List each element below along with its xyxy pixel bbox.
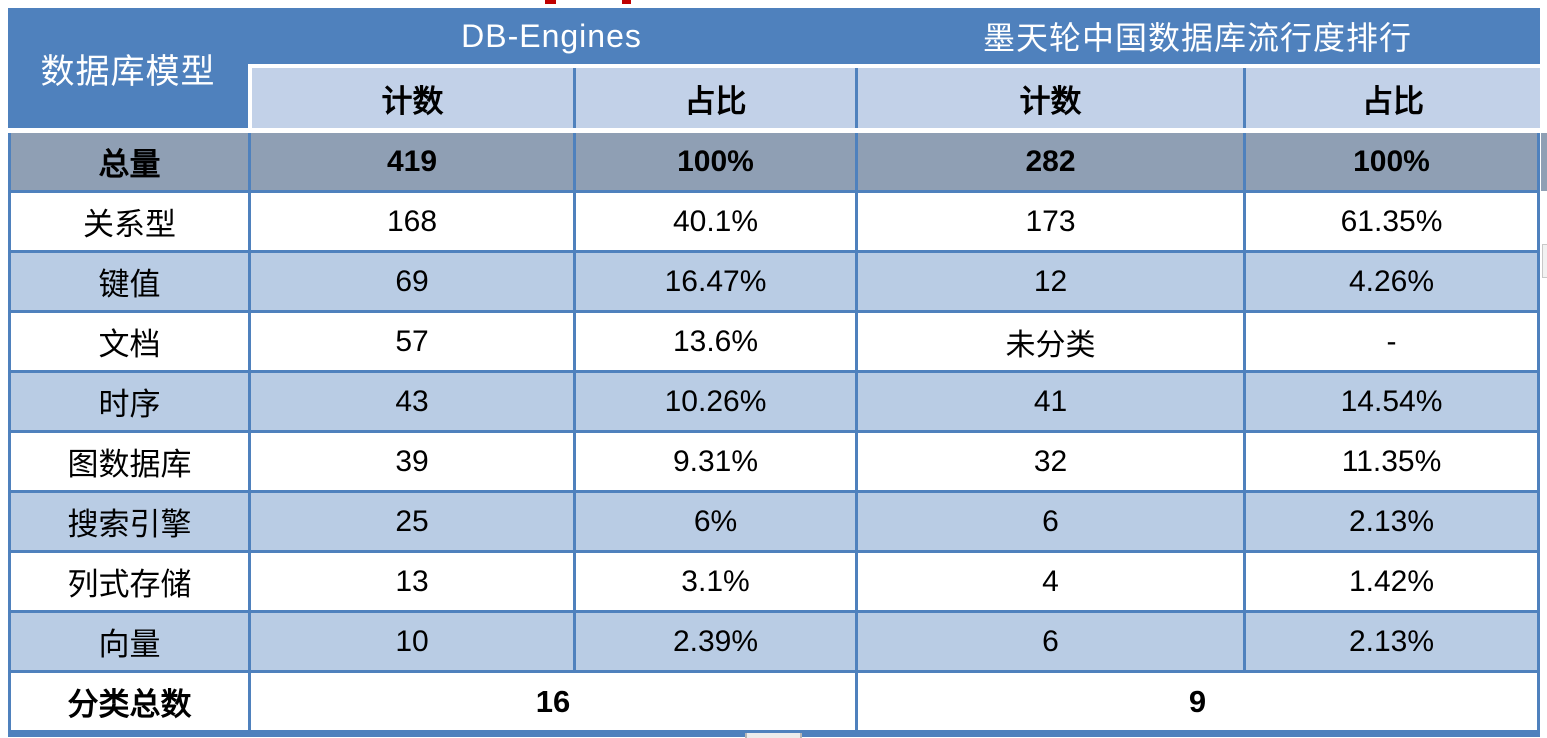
cell-value: 13 <box>248 553 573 610</box>
row-label: 文档 <box>98 327 161 362</box>
cell-value: 6 <box>855 613 1243 670</box>
sub-header-count-db: 计数 <box>252 68 573 128</box>
header-body-divider <box>8 128 1540 133</box>
cell-value: 13.6% <box>573 313 855 370</box>
cell-value: 282 <box>855 133 1243 190</box>
cell-value: 11.35% <box>1243 433 1537 490</box>
table-row-columnar: 列式存储 13 3.1% 4 1.42% <box>11 550 1537 610</box>
row-label: 时序 <box>98 387 161 422</box>
table-row-time-series: 时序 43 10.26% 41 14.54% <box>11 370 1537 430</box>
table-row-relational: 关系型 168 40.1% 173 61.35% <box>11 190 1537 250</box>
cell-total-modb: 9 <box>855 673 1537 730</box>
cell-value: 100% <box>1243 133 1537 190</box>
cell-value: 14.54% <box>1243 373 1537 430</box>
cell-value: 2.13% <box>1243 493 1537 550</box>
row-label: 总量 <box>98 147 161 182</box>
cell-value: 32 <box>855 433 1243 490</box>
group-header-db-engines: DB-Engines <box>461 17 642 54</box>
table-row-document: 文档 57 13.6% 未分类 - <box>11 310 1537 370</box>
cell-value: 419 <box>248 133 573 190</box>
cell-value: 168 <box>248 193 573 250</box>
table-row-search-engine: 搜索引擎 25 6% 6 2.13% <box>11 490 1537 550</box>
table-body: 总量 419 100% 282 100% 关系型 168 40.1% 173 6… <box>8 133 1540 737</box>
sub-header-count-modb: 计数 <box>855 68 1243 128</box>
red-artifact-mark <box>545 0 556 4</box>
cell-value: 3.1% <box>573 553 855 610</box>
cell-value: 12 <box>855 253 1243 310</box>
cell-value: 16.47% <box>573 253 855 310</box>
row-label: 向量 <box>98 627 161 662</box>
scrollbar-artifact <box>745 733 802 738</box>
row-label: 图数据库 <box>67 447 192 482</box>
cell-value: 2.39% <box>573 613 855 670</box>
sub-header-row: 计数 占比 计数 占比 <box>248 68 1540 128</box>
cell-value: 173 <box>855 193 1243 250</box>
table-row-graph: 图数据库 39 9.31% 32 11.35% <box>11 430 1537 490</box>
cell-value: 4 <box>855 553 1243 610</box>
group-header-row: DB-Engines 墨天轮中国数据库流行度排行 <box>248 8 1540 64</box>
row-label: 分类总数 <box>67 687 192 722</box>
header-right-region: DB-Engines 墨天轮中国数据库流行度排行 计数 占比 计数 占比 <box>248 8 1540 128</box>
group-header-modb: 墨天轮中国数据库流行度排行 <box>982 20 1412 56</box>
cell-value: 100% <box>573 133 855 190</box>
cell-value: 10.26% <box>573 373 855 430</box>
cell-value: 10 <box>248 613 573 670</box>
cell-value: 6 <box>855 493 1243 550</box>
cell-value: 6% <box>573 493 855 550</box>
row-label: 搜索引擎 <box>67 507 192 542</box>
sub-header-share-modb: 占比 <box>1243 68 1540 128</box>
table-row-total: 总量 419 100% 282 100% <box>11 133 1537 190</box>
table-row-key-value: 键值 69 16.47% 12 4.26% <box>11 250 1537 310</box>
corner-header-cell: 数据库模型 <box>8 8 248 128</box>
cell-total-db-engines: 16 <box>248 673 855 730</box>
cell-value: 2.13% <box>1243 613 1537 670</box>
cell-value: 69 <box>248 253 573 310</box>
row-label: 列式存储 <box>67 567 192 602</box>
header-divider <box>248 64 1540 68</box>
cell-value: 25 <box>248 493 573 550</box>
cell-value: 61.35% <box>1243 193 1537 250</box>
cell-value: 39 <box>248 433 573 490</box>
right-edge-artifact <box>1542 244 1547 278</box>
cell-value: 4.26% <box>1243 253 1537 310</box>
cell-value: 57 <box>248 313 573 370</box>
cell-value: 1.42% <box>1243 553 1537 610</box>
table-header: 数据库模型 DB-Engines 墨天轮中国数据库流行度排行 计数 占比 计数 … <box>8 8 1540 128</box>
cell-value: 43 <box>248 373 573 430</box>
cell-value: 未分类 <box>855 313 1243 370</box>
cell-value: 9.31% <box>573 433 855 490</box>
row-label: 键值 <box>98 267 161 302</box>
database-model-comparison-table: 数据库模型 DB-Engines 墨天轮中国数据库流行度排行 计数 占比 计数 … <box>8 8 1540 737</box>
cell-value: 40.1% <box>573 193 855 250</box>
table-row-vector: 向量 10 2.39% 6 2.13% <box>11 610 1537 670</box>
cell-value: 41 <box>855 373 1243 430</box>
table-row-category-total: 分类总数 16 9 <box>11 670 1537 730</box>
cell-value: - <box>1243 313 1537 370</box>
sub-header-share-db: 占比 <box>573 68 855 128</box>
selection-artifact <box>1541 133 1547 191</box>
row-label: 关系型 <box>83 207 176 242</box>
red-artifact-mark <box>622 0 631 4</box>
